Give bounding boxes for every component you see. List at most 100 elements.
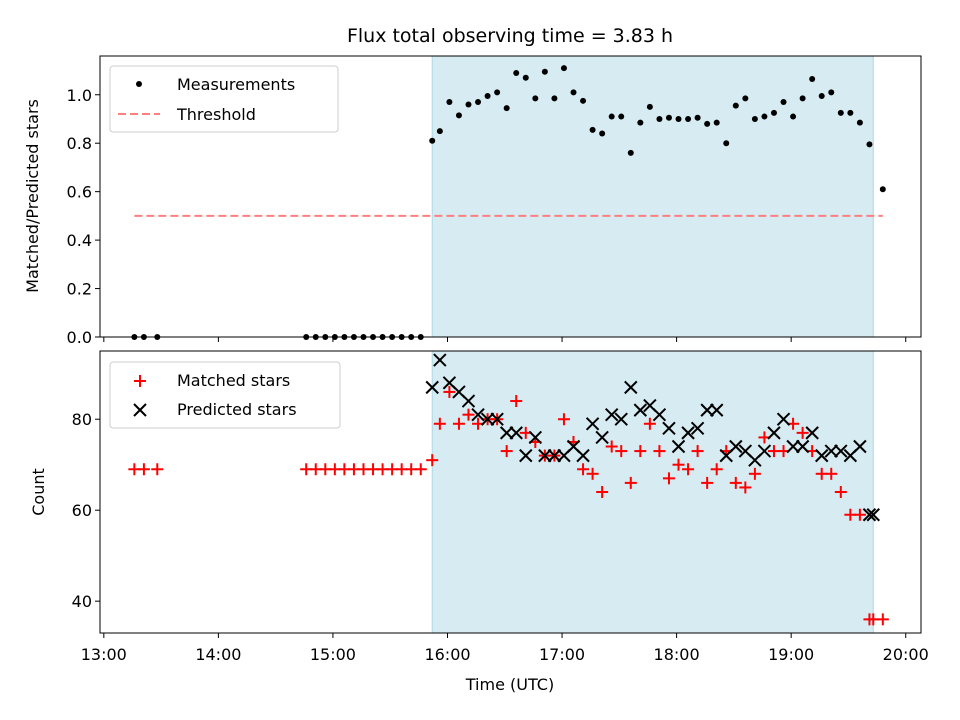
measurement-point bbox=[513, 69, 520, 76]
predicted-stars-point bbox=[480, 412, 495, 426]
predicted-stars-point bbox=[824, 444, 838, 458]
predicted-stars-point bbox=[633, 403, 648, 417]
bottom-x-ticks: 13:00 14:00 15:00 16:00 17:00 18:00 19:00 20:00 bbox=[81, 633, 929, 664]
predicted-stars-point bbox=[671, 439, 686, 454]
measurement-point bbox=[665, 114, 672, 121]
matched-stars-point bbox=[853, 508, 866, 521]
predicted-stars-point bbox=[805, 426, 819, 440]
measurement-point bbox=[713, 119, 720, 126]
predicted-stars-point bbox=[690, 421, 705, 436]
x-tick-label: 18:00 bbox=[654, 645, 700, 664]
top-legend-box bbox=[109, 65, 339, 133]
measurement-point bbox=[685, 115, 692, 122]
matched-stars-point bbox=[748, 467, 761, 480]
x-tick-label: 16:00 bbox=[424, 645, 470, 664]
top-shaded-interval bbox=[431, 55, 874, 338]
measurement-point bbox=[599, 130, 606, 137]
predicted-stars-point bbox=[853, 439, 867, 454]
measurement-point bbox=[589, 126, 596, 133]
predicted-stars-point bbox=[471, 407, 485, 422]
matched-stars-point bbox=[426, 454, 439, 467]
predicted-stars-point bbox=[729, 439, 743, 454]
legend-measurements-label: Measurements bbox=[177, 75, 295, 94]
predicted-stars-point bbox=[776, 412, 791, 426]
matched-stars-point bbox=[433, 417, 446, 430]
measurement-point bbox=[455, 112, 462, 119]
measurement-point bbox=[570, 89, 577, 96]
bottom-y-axis-label: Count bbox=[29, 468, 48, 516]
measurement-point bbox=[799, 95, 806, 102]
measurement-point bbox=[465, 101, 472, 108]
x-tick-label: 14:00 bbox=[195, 645, 241, 664]
predicted-stars-point bbox=[767, 426, 781, 440]
x-tick-label: 17:00 bbox=[539, 645, 585, 664]
matched-stars-point bbox=[624, 476, 637, 489]
y-tick-label: 60 bbox=[72, 501, 92, 520]
y-tick-label: 0.4 bbox=[67, 231, 92, 250]
predicted-stars-point bbox=[604, 407, 619, 422]
measurement-point bbox=[866, 141, 873, 148]
matched-stars-point bbox=[834, 486, 847, 498]
top-x-ticks bbox=[103, 337, 907, 342]
top-axes-frame bbox=[99, 55, 922, 338]
measurement-point bbox=[761, 113, 768, 120]
legend-measurements-marker bbox=[136, 81, 142, 87]
measurement-point bbox=[790, 113, 797, 120]
measurement-point bbox=[818, 92, 825, 99]
measurement-point bbox=[751, 115, 758, 122]
bottom-x-axis-label: Time (UTC) bbox=[465, 675, 554, 694]
predicted-stars-point bbox=[490, 412, 504, 426]
predicted-stars-point bbox=[652, 407, 667, 422]
predicted-stars-point bbox=[425, 380, 439, 395]
matched-stars-point bbox=[682, 463, 695, 476]
matched-stars-point bbox=[662, 472, 675, 485]
measurement-point bbox=[646, 103, 653, 110]
matched-stars-point bbox=[739, 481, 752, 494]
x-tick-label: 13:00 bbox=[81, 645, 127, 664]
predicted-stars-point bbox=[461, 394, 476, 408]
measurement-point bbox=[503, 105, 510, 112]
predicted-stars-point bbox=[509, 426, 523, 440]
measurement-point bbox=[770, 109, 777, 116]
measurement-point bbox=[879, 186, 886, 193]
matched-stars-point bbox=[586, 467, 599, 480]
measurement-point bbox=[475, 99, 482, 106]
measurement-point bbox=[828, 89, 835, 96]
measurement-point bbox=[837, 109, 844, 116]
y-tick-label: 0.8 bbox=[67, 134, 92, 153]
bottom-axes-frame bbox=[99, 350, 922, 634]
x-tick-label: 15:00 bbox=[310, 645, 356, 664]
y-tick-label: 40 bbox=[72, 592, 92, 611]
matched-stars-point bbox=[615, 445, 628, 458]
y-tick-label: 1.0 bbox=[67, 86, 92, 105]
x-tick-label: 20:00 bbox=[883, 645, 929, 664]
measurement-point bbox=[429, 137, 436, 144]
measurement-point bbox=[484, 92, 491, 99]
matched-stars-point bbox=[634, 445, 647, 458]
bottom-shaded-interval bbox=[431, 350, 874, 634]
measurement-point bbox=[532, 95, 539, 102]
predicted-stars-point bbox=[585, 417, 600, 431]
measurement-point bbox=[847, 109, 854, 116]
bottom-marks bbox=[128, 353, 889, 626]
matched-stars-point bbox=[500, 445, 513, 458]
measurement-point bbox=[694, 114, 701, 121]
matched-stars-point bbox=[672, 458, 685, 471]
matched-stars-point bbox=[729, 476, 742, 489]
measurement-point bbox=[637, 119, 644, 126]
predicted-stars-point bbox=[433, 353, 447, 367]
matched-stars-point bbox=[557, 413, 570, 426]
predicted-stars-point bbox=[662, 421, 676, 436]
measurement-point bbox=[494, 89, 501, 96]
measurement-point bbox=[436, 128, 443, 135]
matched-stars-point bbox=[414, 463, 427, 476]
measurement-point bbox=[742, 95, 749, 102]
y-tick-label: 0.0 bbox=[67, 328, 92, 347]
matched-stars-point bbox=[605, 440, 618, 453]
measurement-point bbox=[580, 97, 587, 104]
measurement-point bbox=[856, 119, 863, 126]
top-marks bbox=[131, 65, 886, 340]
matched-stars-point bbox=[653, 445, 666, 458]
measurement-point bbox=[608, 113, 615, 120]
